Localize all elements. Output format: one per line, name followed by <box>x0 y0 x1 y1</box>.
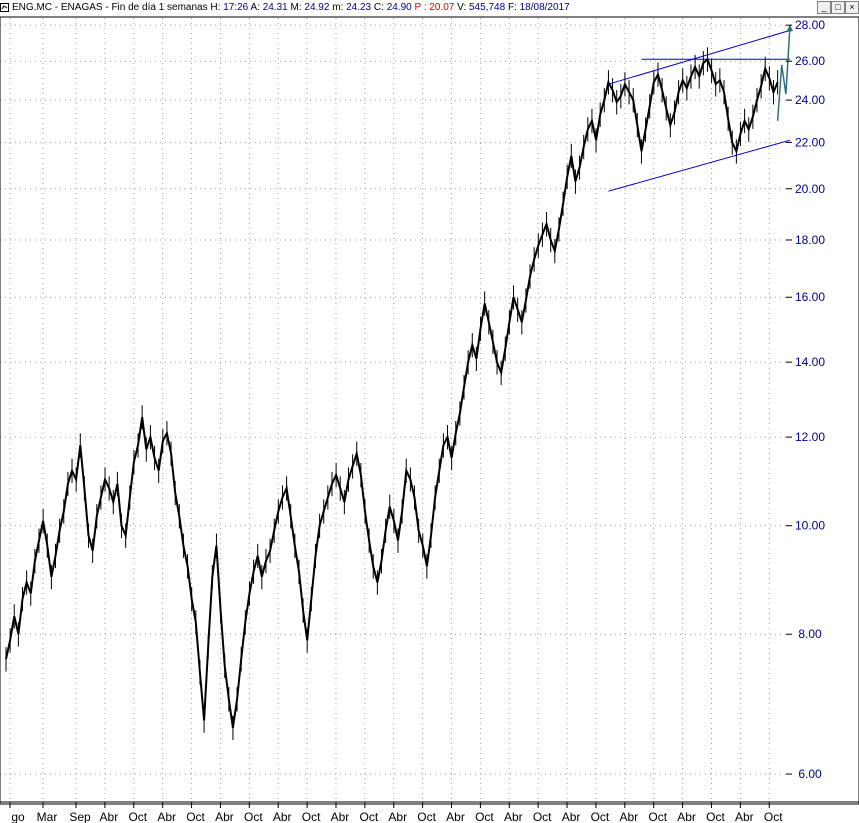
grid <box>0 18 790 802</box>
y-tick-label: 18.00 <box>795 233 825 247</box>
min-label: m: <box>332 2 344 13</box>
x-tick-label: Oct <box>128 810 147 823</box>
channel-upper-line <box>608 29 791 85</box>
x-tick-label: Oct <box>706 810 725 823</box>
y-tick-label: 14.00 <box>795 355 825 369</box>
x-tick-label: Abr <box>735 810 754 823</box>
minimize-button[interactable]: _ <box>817 1 831 14</box>
x-tick-label: Oct <box>302 810 321 823</box>
m-value: 24.92 <box>304 2 330 13</box>
plot-frame <box>0 16 859 805</box>
x-tick-label: Abr <box>273 810 292 823</box>
price-line <box>5 57 779 728</box>
restore-button[interactable]: □ <box>831 1 845 14</box>
f-label: F: <box>507 2 517 13</box>
x-tick-label: Abr <box>619 810 638 823</box>
x-tick-label: Abr <box>215 810 234 823</box>
y-tick-label: 20.00 <box>795 182 825 196</box>
y-tick-label: 28.00 <box>795 18 825 32</box>
x-tick-label: Oct <box>764 810 783 823</box>
y-tick-label: 16.00 <box>795 290 825 304</box>
x-tick-label: Abr <box>504 810 523 823</box>
channel-lower-line <box>608 139 791 192</box>
x-tick-label: Mar <box>37 810 58 823</box>
projection-arrowhead <box>786 25 793 33</box>
v-label: V: <box>457 2 467 13</box>
c-value: 24.90 <box>386 2 412 13</box>
x-tick-label: Abr <box>446 810 465 823</box>
min-value: 24.23 <box>346 2 372 13</box>
x-tick-label: Oct <box>648 810 667 823</box>
p-label: P : <box>414 2 427 13</box>
p-value: 20.07 <box>429 2 455 13</box>
x-tick-label: Abr <box>100 810 119 823</box>
x-tick-label: Oct <box>186 810 205 823</box>
x-tick-label: Oct <box>360 810 379 823</box>
y-tick-label: 22.00 <box>795 135 825 149</box>
x-tick-label: Abr <box>331 810 350 823</box>
m-label: M: <box>290 2 302 13</box>
x-tick-label: Abr <box>677 810 696 823</box>
y-tick-label: 8.00 <box>798 627 822 641</box>
a-label: A: <box>250 2 260 13</box>
h-value: 17:26 <box>223 2 249 13</box>
v-value: 545,748 <box>469 2 506 13</box>
ticker-title: ENG.MC - ENAGAS - Fin de día 1 semanas <box>12 2 208 13</box>
x-tick-label: Abr <box>562 810 581 823</box>
x-tick-label: Abr <box>388 810 407 823</box>
x-tick-label: Oct <box>591 810 610 823</box>
x-axis: go Mar Sep Abr Oct Abr Oct Abr Oct Abr Oct Abr Oct Ab… <box>0 801 859 823</box>
y-axis: 28.00 26.00 24.00 22.00 20.00 18.00 16.00 14.00… <box>786 18 825 781</box>
x-tick-label: Oct <box>475 810 494 823</box>
y-tick-label: 12.00 <box>795 430 825 444</box>
price-series <box>5 47 779 741</box>
chart-header: ENG.MC - ENAGAS - Fin de día 1 semanas H… <box>0 0 859 16</box>
x-tick-label: Oct <box>417 810 436 823</box>
x-tick-label: Oct <box>244 810 263 823</box>
trendlines <box>608 25 793 192</box>
y-tick-label: 26.00 <box>795 54 825 68</box>
y-tick-label: 10.00 <box>795 519 825 533</box>
x-tick-label: Sep <box>69 810 91 823</box>
h-label: H: <box>210 2 221 13</box>
x-tick-label: go <box>11 810 25 823</box>
f-value: 18/08/2017 <box>519 2 570 13</box>
close-button[interactable]: × <box>845 1 859 14</box>
x-tick-label: Oct <box>533 810 552 823</box>
x-tick-label: Abr <box>157 810 176 823</box>
c-label: C: <box>373 2 384 13</box>
a-value: 24.31 <box>262 2 288 13</box>
projection-path <box>776 25 791 121</box>
y-tick-label: 6.00 <box>798 767 822 781</box>
y-tick-label: 24.00 <box>795 93 825 107</box>
chart-symbol-icon <box>0 3 9 12</box>
